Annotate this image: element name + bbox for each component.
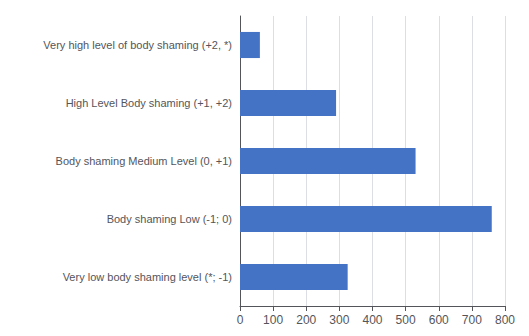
- svg-text:Very low body shaming level (*: Very low body shaming level (*; -1): [63, 271, 232, 283]
- svg-text:100: 100: [263, 313, 283, 327]
- svg-text:600: 600: [429, 313, 449, 327]
- svg-text:800: 800: [495, 313, 515, 327]
- svg-text:Body shaming Low (-1; 0): Body shaming Low (-1; 0): [107, 213, 232, 225]
- svg-text:Body shaming Medium Level (0,: Body shaming Medium Level (0, +1): [56, 155, 232, 167]
- svg-text:0: 0: [237, 313, 244, 327]
- svg-text:High Level Body shaming (+1, +: High Level Body shaming (+1, +2): [66, 97, 232, 109]
- svg-text:700: 700: [462, 313, 482, 327]
- svg-text:200: 200: [296, 313, 316, 327]
- svg-text:Very high level of body shamin: Very high level of body shaming (+2, *): [43, 39, 232, 51]
- svg-text:400: 400: [362, 313, 382, 327]
- svg-text:500: 500: [396, 313, 416, 327]
- svg-text:300: 300: [329, 313, 349, 327]
